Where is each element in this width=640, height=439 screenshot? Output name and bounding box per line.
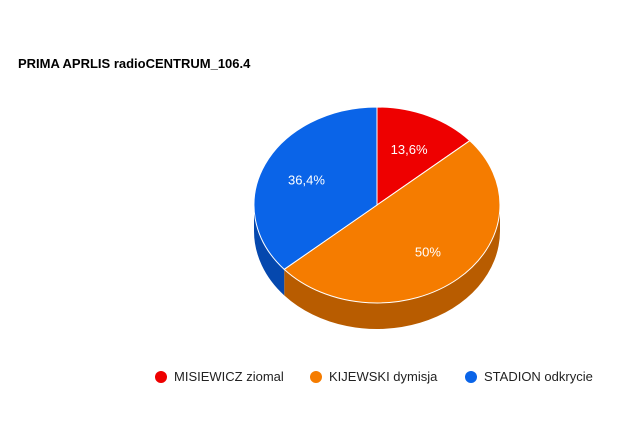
pie-side-stadion (254, 205, 285, 296)
legend-label: KIJEWSKI dymisja (329, 369, 438, 384)
data-label-misiewicz: 13,6% (391, 142, 428, 157)
legend-item-misiewicz[interactable]: MISIEWICZ ziomal (155, 369, 284, 384)
legend-label: MISIEWICZ ziomal (174, 369, 284, 384)
data-label-stadion: 36,4% (288, 172, 325, 187)
legend-marker (155, 370, 167, 383)
legend-item-stadion[interactable]: STADION odkrycie (465, 369, 593, 384)
pie-slice-stadion[interactable] (253, 106, 378, 270)
legend-marker (465, 370, 477, 383)
legend-marker (310, 370, 322, 383)
chart-title: PRIMA APRLIS radioCENTRUM_106.4 (18, 56, 251, 71)
legend-item-kijewski[interactable]: KIJEWSKI dymisja (310, 369, 437, 384)
legend-label: STADION odkrycie (484, 369, 593, 384)
data-label-kijewski: 50% (415, 245, 441, 260)
pie-slices (253, 106, 501, 304)
pie-slice-misiewicz[interactable] (376, 106, 471, 206)
pie-data-labels: 13,6% 50% 36,4% (288, 142, 441, 260)
chart-legend: MISIEWICZ ziomal KIJEWSKI dymisja STADIO… (0, 369, 640, 391)
pie-slice-kijewski[interactable] (283, 140, 501, 304)
